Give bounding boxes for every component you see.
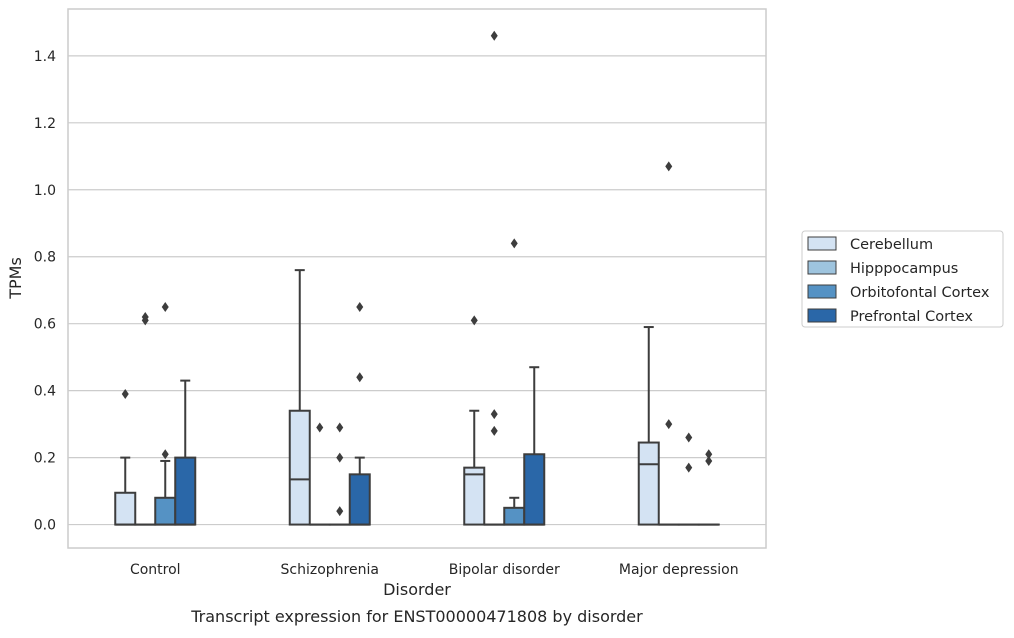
outlier-point	[336, 422, 343, 432]
y-tick-label: 0.6	[34, 317, 56, 333]
box-0-0	[115, 389, 135, 525]
outlier-point	[491, 31, 498, 41]
legend-label: Hipppocampus	[850, 261, 958, 277]
y-tick-label: 0.0	[34, 518, 56, 534]
outlier-point	[665, 161, 672, 171]
box-2-1	[330, 422, 350, 524]
legend-swatch	[808, 285, 836, 298]
outlier-point	[356, 372, 363, 382]
legend-swatch	[808, 309, 836, 322]
y-tick-label: 1.0	[34, 183, 56, 199]
outlier-point	[316, 422, 323, 432]
legend-label: Orbitofontal Cortex	[850, 285, 990, 301]
x-tick-label: Major depression	[619, 562, 739, 578]
box	[504, 508, 524, 525]
outlier-point	[491, 426, 498, 436]
box-1-3	[659, 161, 679, 524]
outlier-point	[162, 302, 169, 312]
box-2-2	[504, 238, 524, 524]
outlier-point	[665, 419, 672, 429]
box-plot-area	[115, 31, 719, 525]
box-0-2	[464, 315, 484, 524]
plot-frame	[68, 9, 766, 548]
box	[464, 468, 484, 525]
x-tick-label: Bipolar disorder	[449, 562, 560, 578]
legend-label: Cerebellum	[850, 237, 933, 253]
x-tick-label: Schizophrenia	[281, 562, 379, 578]
y-axis-ticks: 0.0 0.2 0.4 0.6 0.8 1.0 1.2 1.4	[34, 49, 56, 534]
box-2-3	[679, 433, 699, 525]
outlier-point	[356, 302, 363, 312]
y-tick-label: 1.2	[34, 116, 56, 132]
outlier-point	[491, 409, 498, 419]
box-1-0	[135, 312, 155, 525]
x-axis-ticks: Control Schizophrenia Bipolar disorder Majo…	[130, 562, 739, 578]
box	[639, 443, 659, 525]
x-tick-label: Control	[130, 562, 181, 578]
outlier-point	[336, 506, 343, 516]
outlier-point	[336, 453, 343, 463]
box-0-3	[639, 327, 659, 525]
y-tick-label: 0.2	[34, 451, 56, 467]
box	[350, 474, 370, 524]
x-axis-label: Disorder	[383, 580, 451, 599]
box-2-0	[155, 302, 175, 525]
box-1-2	[484, 31, 504, 525]
outlier-point	[511, 238, 518, 248]
outlier-point	[685, 433, 692, 443]
box-0-1	[290, 270, 310, 524]
box-3-0	[175, 381, 195, 525]
box	[175, 458, 195, 525]
y-tick-label: 0.4	[34, 384, 56, 400]
legend: Cerebellum Hipppocampus Orbitofontal Corte…	[802, 231, 1003, 327]
box	[115, 493, 135, 525]
box-3-3	[699, 449, 719, 524]
outlier-point	[685, 463, 692, 473]
box	[524, 454, 544, 524]
box-3-1	[350, 302, 370, 525]
box	[290, 411, 310, 525]
chart-caption: Transcript expression for ENST0000047180…	[190, 607, 643, 626]
y-tick-label: 1.4	[34, 49, 56, 65]
box-1-1	[310, 422, 330, 524]
y-tick-label: 0.8	[34, 250, 56, 266]
box	[155, 498, 175, 525]
gridlines	[68, 56, 766, 525]
legend-label: Prefrontal Cortex	[850, 309, 973, 325]
legend-swatch	[808, 237, 836, 250]
y-axis-label: TPMs	[6, 257, 25, 300]
legend-swatch	[808, 261, 836, 274]
